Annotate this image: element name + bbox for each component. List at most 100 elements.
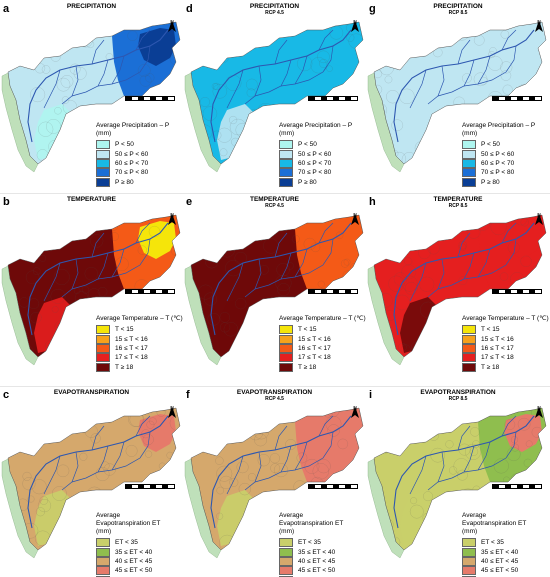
legend: Average Evapotranspiration ET (mm) ET < 3… [96, 512, 176, 577]
legend-label: 50 ≤ P < 60 [298, 150, 332, 158]
legend: Average Temperature – T (℃) T < 15 15 ≤ T … [279, 315, 366, 372]
river-line [318, 415, 334, 437]
north-arrow-icon: N [534, 406, 544, 424]
panel-title: EVAPOTRANSPIRATION RCP 8.5 [366, 389, 550, 403]
north-arrow-icon: N [534, 20, 544, 38]
basin-outline [7, 214, 181, 358]
river-line [43, 262, 61, 302]
legend-title: Average Evapotranspiration ET (mm) [279, 512, 344, 535]
river-line [97, 431, 151, 473]
river-line [409, 262, 427, 302]
river-line [210, 415, 352, 529]
river-line [226, 455, 244, 495]
panel-title: EVAPOTRANSPIRATION [53, 389, 130, 396]
legend-item: 50 ≤ P < 60 [279, 149, 366, 159]
legend-item: 17 ≤ T < 18 [279, 353, 366, 363]
legend-item: T < 15 [462, 325, 549, 335]
panel-letter: i [369, 389, 373, 401]
panel-letter: b [3, 196, 10, 208]
basin-east-core [504, 414, 542, 452]
legend-swatch [96, 140, 110, 150]
legend-item: 45 ≤ ET < 50 [96, 566, 176, 576]
legend-item: P ≥ 80 [462, 177, 550, 187]
basin-map [184, 21, 364, 173]
legend-title: Average Evapotranspiration ET (mm) [462, 512, 527, 535]
scale-bar [125, 484, 175, 489]
panel-title: TEMPERATURE RCP 4.5 [183, 196, 366, 210]
basin-east-core [504, 28, 542, 66]
legend-label: T < 15 [115, 326, 134, 334]
legend-swatch [279, 362, 293, 372]
basin-map [1, 214, 181, 366]
legend-label: 17 ≤ T < 18 [115, 354, 148, 362]
legend-item: 60 ≤ P < 70 [279, 158, 366, 168]
basin-outline [190, 21, 364, 165]
legend-title: Average Evapotranspiration ET (mm) [96, 512, 161, 535]
north-arrow-icon: N [350, 213, 360, 231]
basin-east-core [321, 28, 359, 66]
legend-title: Average Precipitation – P (mm) [96, 122, 170, 137]
legend-swatch [462, 343, 476, 353]
panel-letter: f [186, 389, 190, 401]
north-arrow-icon: N [167, 406, 177, 424]
legend-swatch [279, 547, 293, 557]
river-line [71, 258, 79, 290]
legend-item: 70 ≤ P < 80 [96, 168, 183, 178]
north-arrow-icon: N [167, 213, 177, 231]
legend-item: P < 50 [462, 140, 550, 150]
panel-title: EVAPOTRANSPIRATION RCP 4.5 [183, 389, 366, 403]
legend-swatch [279, 334, 293, 344]
basin-west-zone [400, 104, 436, 160]
basin-map [367, 407, 547, 559]
river-line [437, 451, 445, 483]
legend-label: 70 ≤ P < 80 [298, 169, 332, 177]
legend-swatch [96, 177, 110, 187]
legend-item: 35 ≤ ET < 40 [279, 547, 359, 557]
legend: Average Precipitation – P (mm) P < 50 50 ≤… [462, 122, 550, 187]
scale-bar [492, 96, 542, 101]
river-line [477, 441, 491, 471]
legend-label: 35 ≤ ET < 40 [115, 548, 153, 556]
legend-swatch [462, 575, 476, 577]
river-line [393, 29, 535, 143]
river-line [71, 65, 79, 97]
legend-swatch [96, 334, 110, 344]
legend-swatch [279, 343, 293, 353]
basin-west-zone [34, 297, 70, 353]
legend-item: ET < 35 [96, 538, 176, 548]
legend-title: Average Temperature – T (℃) [96, 315, 183, 322]
river-line [393, 415, 535, 529]
panel-letter: c [3, 389, 10, 401]
row-divider [0, 386, 550, 387]
legend-item: 40 ≤ ET < 45 [462, 556, 542, 566]
legend-swatch [279, 149, 293, 159]
legend-item: 40 ≤ ET < 45 [96, 556, 176, 566]
map-panel-a: a PRECIPITATION N Average Precipitation – P… [0, 0, 183, 193]
legend-swatch [462, 177, 476, 187]
river-line [254, 451, 262, 483]
river-line [254, 65, 262, 97]
river-line [463, 431, 517, 473]
panel-letter: h [369, 196, 376, 208]
legend: Average Evapotranspiration ET (mm) ET < 3… [279, 512, 359, 577]
legend: Average Precipitation – P (mm) P < 50 50 ≤… [279, 122, 366, 187]
legend-swatch [96, 168, 110, 178]
scale-bar [125, 289, 175, 294]
basin-west-zone [217, 297, 253, 353]
legend-swatch [279, 177, 293, 187]
river-line [61, 445, 109, 491]
panel-subtitle: RCP 8.5 [448, 203, 468, 209]
basin-map [1, 407, 181, 559]
legend-item: 60 ≤ P < 70 [96, 158, 183, 168]
legend-title: Average Temperature – T (℃) [279, 315, 366, 322]
legend-swatch [279, 168, 293, 178]
legend-item: 35 ≤ ET < 40 [96, 547, 176, 557]
river-line [71, 451, 79, 483]
river-line [111, 248, 125, 278]
legend-item: T ≥ 18 [462, 362, 549, 372]
legend-item: 60 ≤ P < 70 [462, 158, 550, 168]
